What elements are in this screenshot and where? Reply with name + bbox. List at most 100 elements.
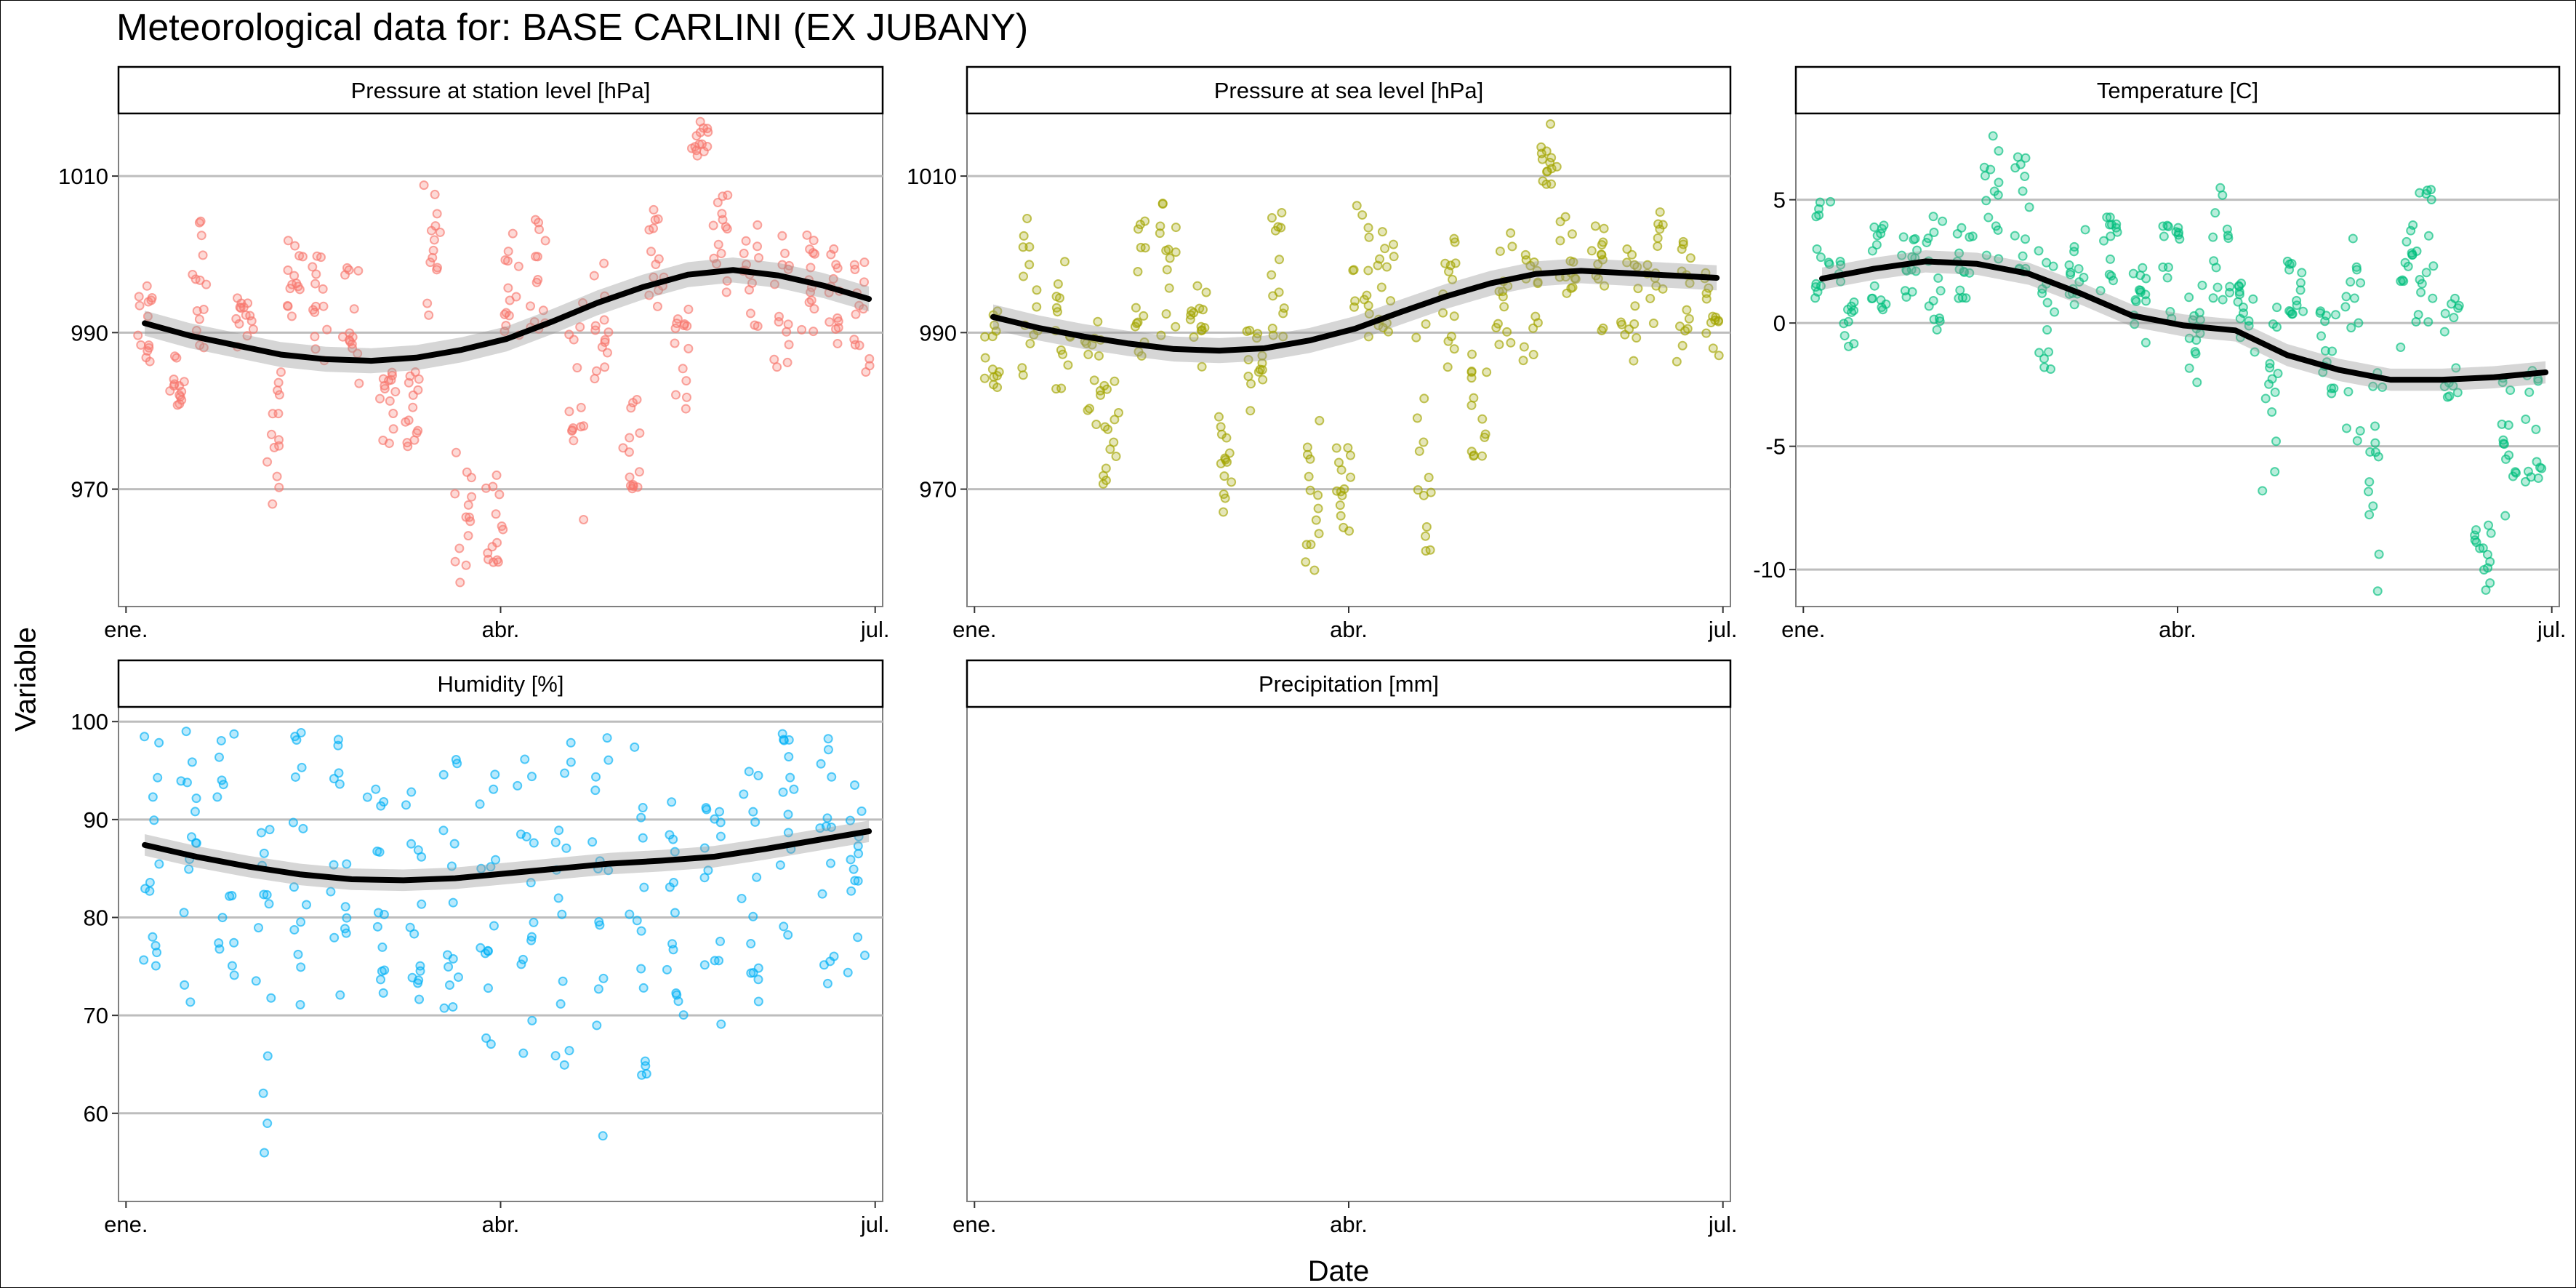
data-point <box>804 297 814 308</box>
data-point <box>463 531 473 541</box>
data-point <box>2355 425 2365 436</box>
data-point <box>745 308 755 319</box>
data-point <box>2042 325 2053 335</box>
data-point <box>376 975 386 985</box>
data-point <box>1965 232 1975 242</box>
data-point <box>2500 511 2511 521</box>
data-point <box>430 221 441 231</box>
data-point <box>1835 256 1845 266</box>
data-point <box>858 304 868 314</box>
data-point <box>979 373 990 383</box>
data-point <box>1133 224 1144 234</box>
data-point <box>492 537 502 548</box>
data-point <box>526 301 536 311</box>
data-point <box>1421 521 1432 532</box>
data-point <box>388 424 398 434</box>
data-point <box>1304 471 1314 481</box>
data-point <box>503 283 513 293</box>
data-point <box>1267 270 1277 280</box>
data-point <box>822 978 832 988</box>
data-point <box>1897 250 1907 260</box>
data-point <box>1336 465 1347 475</box>
data-point <box>2208 293 2218 303</box>
data-point <box>2364 477 2375 487</box>
data-point <box>846 855 856 865</box>
data-point <box>1909 234 1919 244</box>
data-point <box>2034 348 2045 358</box>
data-point <box>505 295 515 305</box>
data-point <box>1378 322 1388 332</box>
data-point <box>683 304 694 314</box>
data-point <box>2485 556 2495 567</box>
data-point <box>1133 347 1144 357</box>
data-point <box>797 324 807 335</box>
data-point <box>1425 545 1435 555</box>
data-point <box>1633 284 1643 294</box>
data-point <box>342 913 352 923</box>
data-point <box>550 1051 561 1061</box>
data-point <box>2521 414 2531 424</box>
data-point <box>530 215 540 225</box>
data-point <box>2159 231 2169 241</box>
data-point <box>716 249 726 259</box>
data-point <box>1157 199 1168 209</box>
data-point <box>2346 277 2356 287</box>
data-point <box>553 893 563 903</box>
data-point <box>179 908 189 918</box>
data-point <box>273 377 284 388</box>
data-point <box>329 860 339 870</box>
data-point <box>784 752 794 762</box>
data-point <box>744 285 754 295</box>
data-point <box>388 408 398 418</box>
data-point <box>2260 393 2271 404</box>
data-point <box>851 309 861 319</box>
data-point <box>181 727 191 737</box>
data-point <box>634 467 644 477</box>
data-point <box>599 315 609 325</box>
data-point <box>2396 276 2406 287</box>
data-point <box>494 489 505 500</box>
data-point <box>1185 314 1195 324</box>
data-point <box>1426 487 1436 497</box>
data-point <box>1024 260 1035 270</box>
data-point <box>602 733 612 743</box>
data-point <box>1162 265 1172 275</box>
data-point <box>1018 242 1028 252</box>
y-tick-label: 1010 <box>907 164 957 189</box>
data-point <box>722 224 732 234</box>
data-point <box>636 926 646 936</box>
data-point <box>1018 370 1028 380</box>
data-point <box>1642 260 1653 270</box>
data-point <box>864 361 875 371</box>
data-point <box>1411 332 1421 343</box>
data-point <box>702 124 713 134</box>
data-point <box>375 393 385 404</box>
data-point <box>2426 195 2436 205</box>
data-point <box>2218 190 2228 200</box>
data-point <box>1450 258 1461 268</box>
data-point <box>1113 408 1123 418</box>
data-point <box>856 806 867 816</box>
data-point <box>598 1131 608 1141</box>
data-point <box>518 1048 529 1058</box>
data-point <box>298 823 308 833</box>
data-point <box>1597 326 1607 336</box>
data-point <box>1935 286 1946 296</box>
data-point <box>235 302 245 312</box>
data-point <box>2330 310 2340 320</box>
data-point <box>1843 341 1853 351</box>
data-point <box>638 803 648 813</box>
data-point <box>425 257 436 268</box>
data-point <box>2326 383 2336 393</box>
data-point <box>2080 225 2090 235</box>
data-point <box>709 253 719 263</box>
data-point <box>491 855 501 865</box>
facet-strip-label: Precipitation [mm] <box>1259 671 1439 697</box>
x-tick-label: jul. <box>2537 617 2567 642</box>
data-point <box>409 929 420 939</box>
data-point <box>1467 349 1477 359</box>
facet-strip <box>1794 65 2561 115</box>
data-point <box>2439 381 2449 391</box>
data-point <box>2105 254 2115 264</box>
data-point <box>748 911 758 921</box>
